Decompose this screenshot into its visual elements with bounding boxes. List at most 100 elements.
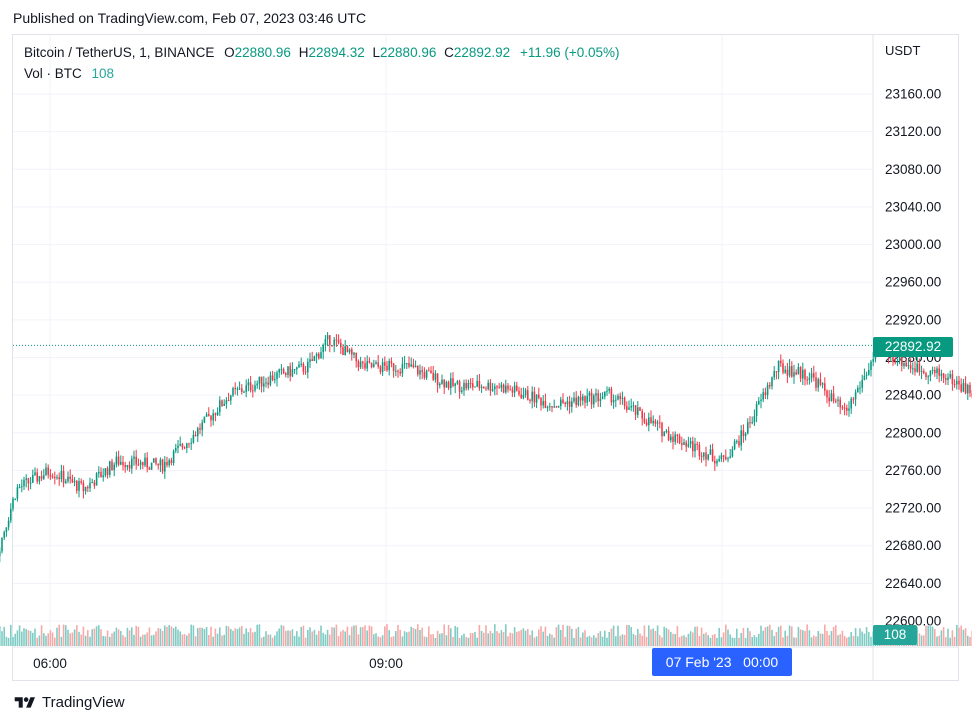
candle-body xyxy=(909,365,912,369)
tradingview-brand[interactable]: TradingView xyxy=(13,694,125,711)
volume-bar xyxy=(654,630,657,646)
candle-body xyxy=(406,363,408,365)
candle-body xyxy=(905,362,907,367)
volume-bar xyxy=(549,633,551,646)
volume-bar xyxy=(716,637,718,646)
candle-body xyxy=(421,370,423,373)
candle-body xyxy=(461,390,463,392)
volume-bar xyxy=(69,633,71,646)
volume-bar xyxy=(304,637,307,646)
volume-bar xyxy=(727,629,729,646)
volume-bar xyxy=(172,628,175,646)
candle-body xyxy=(252,390,254,392)
volume-bar xyxy=(793,637,795,646)
candle-body xyxy=(729,456,731,459)
volume-bar xyxy=(859,628,861,646)
volume-bar xyxy=(423,636,426,646)
change-value: +11.96 (+0.05%) xyxy=(519,45,620,60)
volume-bar xyxy=(170,626,173,646)
y-tick-label: 22680.00 xyxy=(885,538,941,553)
volume-bar xyxy=(663,626,665,646)
candle-body xyxy=(777,360,780,373)
candle-body xyxy=(298,364,300,368)
candle-body xyxy=(395,370,397,372)
volume-bar xyxy=(472,633,474,646)
volume-bar xyxy=(738,637,740,646)
volume-bar xyxy=(511,633,514,646)
volume-bar xyxy=(685,637,687,646)
candle-body xyxy=(5,527,8,533)
candle-body xyxy=(276,372,278,380)
symbol-label[interactable]: Bitcoin / TetherUS, 1, BINANCE xyxy=(24,45,215,60)
volume-bar xyxy=(824,624,826,646)
volume-bar xyxy=(936,636,938,646)
volume-bar xyxy=(945,637,947,646)
candle-body xyxy=(190,442,192,444)
volume-bar xyxy=(681,635,683,646)
candle-body xyxy=(450,378,452,389)
volume-bar xyxy=(351,626,353,646)
candle-body xyxy=(531,391,533,401)
candle-body xyxy=(304,371,307,373)
candle-body xyxy=(511,389,514,393)
volume-bar xyxy=(373,634,375,646)
candle-body xyxy=(111,461,113,471)
volume-bar xyxy=(188,633,190,646)
volume-bar xyxy=(447,624,450,646)
candle-body xyxy=(133,456,135,459)
volume-bar xyxy=(489,630,492,646)
volume-label[interactable]: Vol · BTC xyxy=(24,66,82,81)
candle-body xyxy=(32,475,34,483)
candle-body xyxy=(390,361,393,364)
volume-bar xyxy=(562,624,564,646)
volume-bar xyxy=(368,625,371,646)
candle-body xyxy=(489,382,492,391)
low-label: L xyxy=(372,45,381,60)
volume-bar xyxy=(388,630,390,646)
volume-bar xyxy=(419,629,421,646)
volume-bar xyxy=(340,631,342,646)
candle-body xyxy=(846,407,848,411)
candle-body xyxy=(29,482,32,484)
volume-bar xyxy=(377,636,379,646)
volume-bar xyxy=(234,628,236,646)
candle-body xyxy=(705,452,707,460)
volume-bar xyxy=(40,625,43,646)
volume-bar xyxy=(687,633,690,646)
volume-bar xyxy=(632,633,635,646)
volume-bar xyxy=(311,631,313,646)
candle-body xyxy=(34,472,36,476)
candle-body xyxy=(373,364,375,368)
volume-bar xyxy=(331,627,333,646)
volume-bar xyxy=(139,636,142,646)
candle-body xyxy=(542,401,544,406)
candle-body xyxy=(49,474,52,477)
volume-bar xyxy=(84,635,87,646)
candle-body xyxy=(903,362,905,366)
volume-bar xyxy=(208,635,210,646)
volume-bar xyxy=(245,628,247,646)
volume-bar xyxy=(403,631,406,646)
volume-bar xyxy=(177,629,179,646)
volume-bar xyxy=(634,635,637,646)
volume-bar xyxy=(430,634,432,646)
volume-bar xyxy=(780,625,782,646)
candle-body xyxy=(753,416,756,423)
candle-body xyxy=(139,462,142,465)
y-tick-label: 22920.00 xyxy=(885,312,941,327)
candle-body xyxy=(472,383,474,388)
volume-bar xyxy=(837,635,839,646)
candle-body xyxy=(456,381,459,384)
volume-bar xyxy=(183,634,186,646)
volume-bar xyxy=(487,633,489,646)
candle-body xyxy=(938,368,940,376)
volume-bar xyxy=(280,625,283,646)
candle-body xyxy=(931,369,934,371)
candle-body xyxy=(227,400,230,402)
candle-body xyxy=(36,472,38,482)
candle-body xyxy=(170,460,173,464)
volume-bar xyxy=(760,625,762,646)
volume-bar xyxy=(36,637,38,646)
candle-body xyxy=(117,456,120,465)
